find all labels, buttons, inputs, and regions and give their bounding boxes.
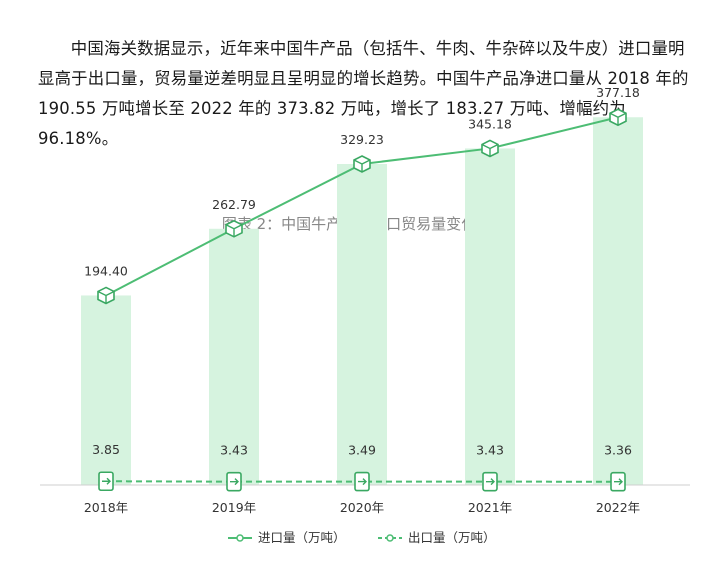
x-tick-label: 2019年 (212, 500, 256, 515)
legend-export-dot (386, 534, 394, 542)
legend-export-label: 出口量（万吨） (408, 530, 496, 545)
import-point (353, 155, 371, 173)
export-point (226, 471, 242, 492)
export-value-label: 3.36 (604, 443, 632, 458)
export-value-label: 3.43 (476, 443, 504, 458)
import-point (225, 219, 243, 238)
import-bar (593, 117, 643, 485)
import-bar (81, 295, 131, 485)
import-point (609, 108, 627, 127)
article-paragraph: 中国海关数据显示，近年来中国牛产品（包括牛、牛肉、牛杂碎以及牛皮）进口量明显高于… (38, 39, 689, 148)
import-bar (337, 164, 387, 486)
x-tick-label: 2020年 (340, 500, 384, 515)
import-bar (465, 148, 515, 485)
legend-import-label: 进口量（万吨） (258, 530, 346, 545)
import-point (481, 139, 499, 158)
export-point (610, 471, 626, 492)
export-value-label: 3.49 (348, 443, 376, 458)
import-value-label: 329.23 (340, 132, 384, 147)
import-value-label: 194.40 (84, 263, 128, 278)
x-tick-label: 2018年 (84, 500, 128, 515)
import-bar (209, 228, 259, 485)
export-point (482, 471, 498, 492)
export-value-label: 3.85 (92, 442, 120, 457)
export-point (98, 471, 114, 492)
import-value-label: 345.18 (468, 116, 512, 131)
import-point (97, 286, 115, 305)
import-value-label: 377.18 (596, 85, 640, 100)
x-tick-label: 2021年 (468, 500, 512, 515)
export-point (354, 471, 370, 492)
x-tick-label: 2022年 (596, 500, 640, 515)
legend-import-dot (236, 534, 244, 542)
export-value-label: 3.43 (220, 443, 248, 458)
import-value-label: 262.79 (212, 197, 256, 212)
